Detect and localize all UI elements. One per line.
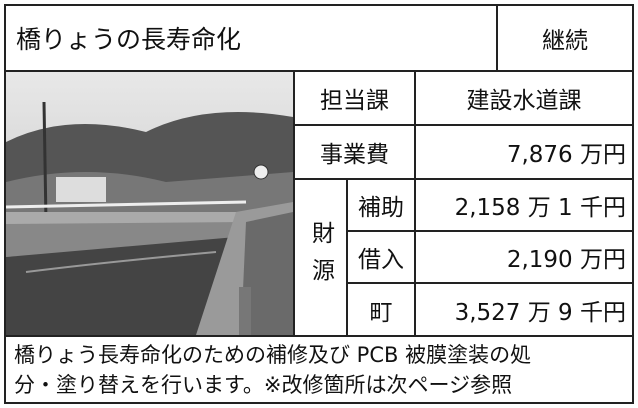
- title: 橋りょうの長寿命化: [16, 25, 242, 54]
- funding-amount-cell: 3,527 万 9 千円: [414, 282, 634, 337]
- funding-source: 借入: [358, 247, 404, 273]
- status: 継続: [542, 28, 588, 54]
- funding-source: 補助: [358, 195, 404, 221]
- cost-label-cell: 事業費: [293, 124, 416, 180]
- title-cell: 橋りょうの長寿命化: [4, 4, 498, 72]
- description-line: 分・塗り替えを行います。※改修箇所は次ページ参照: [14, 372, 513, 397]
- photo-cell: [4, 70, 295, 337]
- status-cell: 継続: [496, 4, 634, 72]
- department-cell: 建設水道課: [414, 70, 634, 126]
- funding-amount: 2,190 万円: [506, 247, 626, 273]
- cost-label: 事業費: [320, 142, 389, 168]
- funding-label-cell: 財源: [293, 178, 348, 337]
- funding-source-cell: 町: [346, 282, 416, 337]
- funding-source: 町: [369, 299, 393, 326]
- department-label: 担当課: [320, 88, 389, 114]
- funding-amount-cell: 2,190 万円: [414, 230, 634, 284]
- funding-source-cell: 補助: [346, 178, 416, 232]
- description-cell: 橋りょう長寿命化のための補修及び PCB 被膜塗装の処 分・塗り替えを行います。…: [4, 335, 634, 404]
- description-line: 橋りょう長寿命化のための補修及び PCB 被膜塗装の処: [14, 342, 532, 367]
- funding-amount-cell: 2,158 万 1 千円: [414, 178, 634, 232]
- funding-label: 財源: [307, 220, 334, 295]
- photo: [6, 72, 293, 335]
- cost-cell: 7,876 万円: [414, 124, 634, 180]
- department-label-cell: 担当課: [293, 70, 416, 126]
- funding-source-cell: 借入: [346, 230, 416, 284]
- cost: 7,876 万円: [506, 142, 626, 168]
- funding-amount: 2,158 万 1 千円: [454, 195, 626, 221]
- funding-amount: 3,527 万 9 千円: [454, 299, 626, 326]
- department: 建設水道課: [466, 88, 582, 114]
